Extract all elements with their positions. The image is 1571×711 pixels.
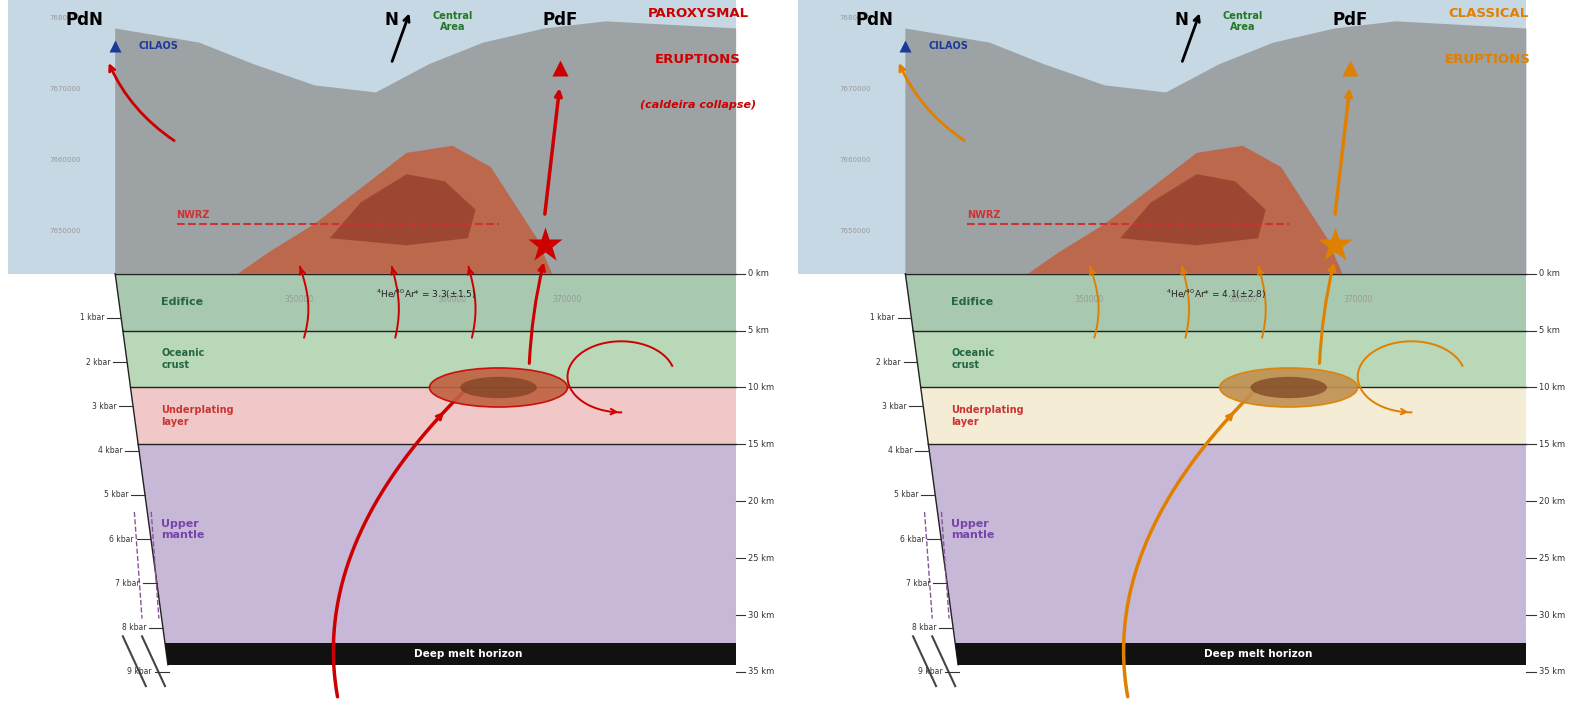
- Polygon shape: [138, 444, 737, 665]
- Text: 25 km: 25 km: [1538, 554, 1565, 562]
- Text: 0 km: 0 km: [748, 269, 770, 278]
- Text: CILAOS: CILAOS: [138, 41, 178, 51]
- Text: 3 kbar: 3 kbar: [881, 402, 906, 411]
- Text: 35 km: 35 km: [748, 668, 775, 676]
- Text: 3 kbar: 3 kbar: [91, 402, 116, 411]
- Text: 350000: 350000: [284, 295, 314, 304]
- Text: 370000: 370000: [1343, 295, 1373, 304]
- Text: 35 km: 35 km: [1538, 668, 1565, 676]
- Text: 7670000: 7670000: [49, 86, 80, 92]
- Text: 5 km: 5 km: [1538, 326, 1560, 335]
- Text: $^{4}$He/$^{40}$Ar* = 4.1(±2.8): $^{4}$He/$^{40}$Ar* = 4.1(±2.8): [1166, 288, 1266, 301]
- Polygon shape: [798, 0, 1527, 274]
- Polygon shape: [165, 643, 737, 665]
- Text: 2 kbar: 2 kbar: [86, 358, 110, 367]
- Text: 8 kbar: 8 kbar: [911, 623, 936, 632]
- Text: 9 kbar: 9 kbar: [917, 668, 943, 676]
- Text: 7 kbar: 7 kbar: [115, 579, 140, 588]
- Polygon shape: [115, 21, 737, 274]
- Polygon shape: [330, 174, 476, 245]
- Ellipse shape: [1219, 368, 1357, 407]
- Text: 350000: 350000: [1075, 295, 1104, 304]
- Text: 370000: 370000: [553, 295, 583, 304]
- Text: 360000: 360000: [438, 295, 467, 304]
- Polygon shape: [913, 331, 1527, 387]
- Text: 6 kbar: 6 kbar: [900, 535, 924, 544]
- Text: PdN: PdN: [856, 11, 894, 28]
- Text: PdF: PdF: [542, 11, 578, 28]
- Text: ERUPTIONS: ERUPTIONS: [655, 53, 742, 66]
- Text: 30 km: 30 km: [1538, 611, 1565, 619]
- Text: N: N: [1175, 11, 1188, 28]
- Text: 7650000: 7650000: [839, 228, 870, 234]
- Text: 2 kbar: 2 kbar: [877, 358, 900, 367]
- Text: 5 km: 5 km: [748, 326, 770, 335]
- Text: Underplating
layer: Underplating layer: [952, 405, 1024, 427]
- Text: 30 km: 30 km: [748, 611, 775, 619]
- Polygon shape: [905, 274, 1527, 331]
- Text: 0 km: 0 km: [1538, 269, 1560, 278]
- Text: 10 km: 10 km: [748, 383, 775, 392]
- Text: CILAOS: CILAOS: [928, 41, 968, 51]
- Polygon shape: [905, 21, 1527, 274]
- Polygon shape: [1027, 146, 1342, 274]
- Text: 7660000: 7660000: [839, 157, 870, 163]
- Text: NWRZ: NWRZ: [176, 210, 211, 220]
- Text: Upper
mantle: Upper mantle: [162, 519, 204, 540]
- Text: 15 km: 15 km: [748, 440, 775, 449]
- Text: 25 km: 25 km: [748, 554, 775, 562]
- Text: Edifice: Edifice: [162, 297, 203, 307]
- Polygon shape: [955, 643, 1527, 665]
- Text: 7680000: 7680000: [839, 15, 870, 21]
- Text: CLASSICAL: CLASSICAL: [1448, 7, 1529, 20]
- Text: Central
Area: Central Area: [432, 11, 473, 32]
- Polygon shape: [8, 0, 737, 274]
- Text: 7660000: 7660000: [49, 157, 80, 163]
- Text: Edifice: Edifice: [952, 297, 993, 307]
- Polygon shape: [237, 146, 551, 274]
- Text: 10 km: 10 km: [1538, 383, 1565, 392]
- Ellipse shape: [460, 377, 537, 398]
- Text: 7680000: 7680000: [49, 15, 80, 21]
- Polygon shape: [130, 387, 737, 444]
- Ellipse shape: [1251, 377, 1327, 398]
- Text: Oceanic
crust: Oceanic crust: [952, 348, 994, 370]
- Text: 4 kbar: 4 kbar: [888, 447, 913, 455]
- Text: Deep melt horizon: Deep melt horizon: [413, 649, 522, 659]
- Text: NWRZ: NWRZ: [966, 210, 1001, 220]
- Ellipse shape: [429, 368, 567, 407]
- Text: Underplating
layer: Underplating layer: [162, 405, 234, 427]
- Text: PdN: PdN: [66, 11, 104, 28]
- Text: 15 km: 15 km: [1538, 440, 1565, 449]
- Text: 360000: 360000: [1229, 295, 1257, 304]
- Text: Central
Area: Central Area: [1222, 11, 1263, 32]
- Text: 20 km: 20 km: [748, 497, 775, 506]
- Text: N: N: [385, 11, 397, 28]
- Text: 7650000: 7650000: [49, 228, 80, 234]
- Polygon shape: [928, 444, 1527, 665]
- Text: 1 kbar: 1 kbar: [870, 314, 894, 323]
- Polygon shape: [1120, 174, 1266, 245]
- Polygon shape: [115, 274, 737, 331]
- Text: 5 kbar: 5 kbar: [894, 491, 919, 499]
- Text: 7 kbar: 7 kbar: [905, 579, 930, 588]
- Text: $^{4}$He/$^{40}$Ar* = 3.3(±1.5): $^{4}$He/$^{40}$Ar* = 3.3(±1.5): [375, 288, 476, 301]
- Text: 20 km: 20 km: [1538, 497, 1565, 506]
- Text: 4 kbar: 4 kbar: [97, 447, 123, 455]
- Text: PAROXYSMAL: PAROXYSMAL: [647, 7, 748, 20]
- Text: 8 kbar: 8 kbar: [121, 623, 146, 632]
- Text: 6 kbar: 6 kbar: [110, 535, 134, 544]
- Text: 9 kbar: 9 kbar: [127, 668, 152, 676]
- Text: Deep melt horizon: Deep melt horizon: [1203, 649, 1312, 659]
- Text: Upper
mantle: Upper mantle: [952, 519, 994, 540]
- Text: 7670000: 7670000: [839, 86, 870, 92]
- Text: 1 kbar: 1 kbar: [80, 314, 104, 323]
- Polygon shape: [921, 387, 1527, 444]
- Text: (caldeira collapse): (caldeira collapse): [639, 100, 756, 109]
- Text: Oceanic
crust: Oceanic crust: [162, 348, 204, 370]
- Text: PdF: PdF: [1332, 11, 1368, 28]
- Polygon shape: [123, 331, 737, 387]
- Text: 5 kbar: 5 kbar: [104, 491, 129, 499]
- Text: ERUPTIONS: ERUPTIONS: [1445, 53, 1532, 66]
